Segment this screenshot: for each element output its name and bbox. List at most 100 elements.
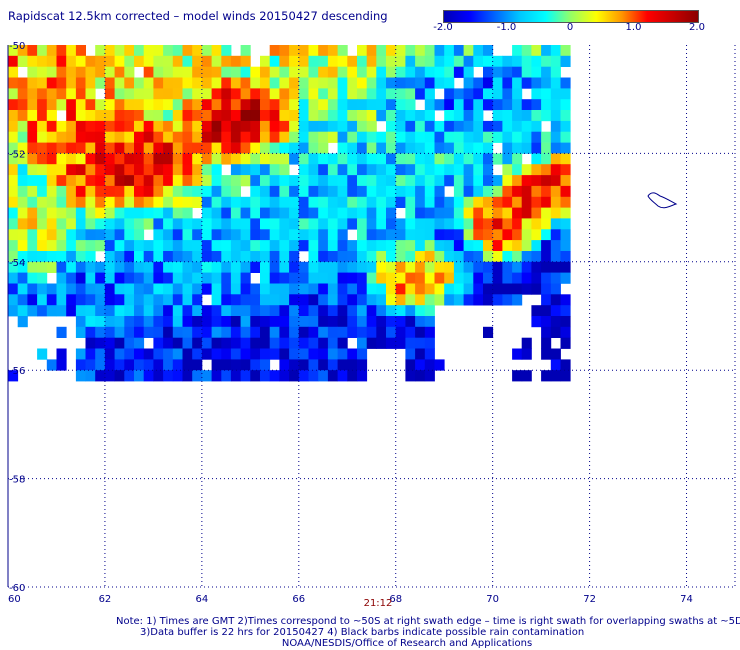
- heatmap-cell: [240, 131, 251, 143]
- heatmap-cell: [153, 240, 164, 252]
- heatmap-cell: [27, 294, 38, 306]
- heatmap-cell: [560, 326, 571, 338]
- x-tick-label: 62: [99, 594, 112, 605]
- heatmap-cell: [104, 240, 115, 252]
- heatmap-cell: [8, 207, 19, 219]
- heatmap-cell: [153, 185, 164, 198]
- heatmap-cell: [172, 175, 183, 187]
- heatmap-cell: [37, 45, 48, 57]
- heatmap-cell: [104, 272, 115, 284]
- heatmap-cell: [163, 77, 174, 89]
- heatmap-cell: [182, 218, 193, 230]
- heatmap-cell: [27, 229, 38, 241]
- heatmap-cell: [415, 185, 426, 198]
- heatmap-cell: [221, 261, 232, 273]
- heatmap-cell: [134, 164, 145, 176]
- heatmap-cell: [512, 240, 523, 252]
- heatmap-cell: [327, 251, 338, 263]
- heatmap-cell: [405, 196, 416, 208]
- heatmap-cell: [104, 348, 115, 360]
- heatmap-cell: [279, 99, 290, 111]
- heatmap-cell: [521, 185, 532, 198]
- heatmap-cell: [463, 77, 474, 89]
- heatmap-cell: [250, 142, 261, 154]
- heatmap-cell: [85, 261, 96, 273]
- heatmap-cell: [143, 110, 154, 122]
- heatmap-cell: [473, 99, 484, 111]
- heatmap-cell: [114, 359, 125, 371]
- heatmap-cell: [405, 370, 416, 382]
- heatmap-cell: [502, 175, 513, 187]
- heatmap-cell: [260, 131, 271, 143]
- heatmap-cell: [395, 131, 406, 143]
- heatmap-cell: [318, 55, 329, 67]
- heatmap-cell: [424, 120, 435, 133]
- heatmap-cell: [395, 153, 406, 165]
- heatmap-cell: [337, 175, 348, 187]
- heatmap-cell: [269, 316, 280, 328]
- heatmap-cell: [327, 218, 338, 230]
- heatmap-cell: [201, 55, 212, 67]
- heatmap-cell: [8, 305, 19, 317]
- heatmap-cell: [395, 66, 406, 78]
- axis-ticks: 60 62 64 66 68 70 72 74-50-52-54-56-58-60: [8, 41, 693, 605]
- heatmap-cell: [134, 337, 145, 349]
- heatmap-cell: [279, 131, 290, 143]
- heatmap-cell: [289, 337, 300, 349]
- heatmap-cell: [318, 326, 329, 338]
- heatmap-cell: [182, 142, 193, 154]
- heatmap-cell: [434, 359, 445, 371]
- heatmap-cell: [172, 142, 183, 154]
- heatmap-cell: [434, 55, 445, 67]
- heatmap-cell: [463, 131, 474, 143]
- heatmap-cell: [114, 164, 125, 176]
- heatmap-cell: [502, 283, 513, 295]
- heatmap-cell: [298, 218, 309, 230]
- heatmap-cell: [114, 153, 125, 165]
- heatmap-cell: [357, 77, 368, 89]
- heatmap-cell: [366, 153, 377, 165]
- heatmap-cell: [211, 218, 222, 230]
- heatmap-cell: [415, 305, 426, 317]
- heatmap-cell: [230, 272, 241, 284]
- heatmap-cell: [66, 120, 77, 133]
- heatmap-cell: [357, 251, 368, 263]
- heatmap-cell: [483, 175, 494, 187]
- heatmap-cell: [376, 142, 387, 154]
- heatmap-cell: [434, 218, 445, 230]
- heatmap-cell: [17, 316, 28, 328]
- heatmap-cell: [415, 207, 426, 219]
- heatmap-cell: [541, 218, 552, 230]
- heatmap-cell: [463, 240, 474, 252]
- heatmap-cell: [95, 77, 106, 89]
- heatmap-cell: [85, 348, 96, 360]
- heatmap-cell: [104, 88, 115, 100]
- heatmap-cell: [143, 348, 154, 360]
- heatmap-cell: [240, 88, 251, 100]
- heatmap-cell: [318, 359, 329, 371]
- heatmap-cell: [95, 207, 106, 219]
- heatmap-cell: [483, 207, 494, 219]
- heatmap-cell: [405, 326, 416, 338]
- heatmap-cell: [386, 218, 397, 230]
- heatmap-cell: [444, 229, 455, 241]
- heatmap-cell: [250, 218, 261, 230]
- heatmap-cell: [318, 110, 329, 122]
- heatmap-cell: [502, 261, 513, 273]
- heatmap-cell: [357, 348, 368, 360]
- heatmap-cell: [75, 272, 86, 284]
- heatmap-cell: [114, 229, 125, 241]
- heatmap-cell: [95, 337, 106, 349]
- heatmap-cell: [240, 294, 251, 306]
- heatmap-cell: [289, 45, 300, 57]
- heatmap-cell: [75, 88, 86, 100]
- heatmap-cell: [289, 120, 300, 133]
- heatmap-cell: [366, 207, 377, 219]
- heatmap-cell: [521, 229, 532, 241]
- heatmap-cell: [114, 294, 125, 306]
- heatmap-cell: [560, 316, 571, 328]
- heatmap-cell: [114, 66, 125, 78]
- heatmap-cell: [453, 153, 464, 165]
- heatmap-cell: [211, 229, 222, 241]
- heatmap-cell: [327, 240, 338, 252]
